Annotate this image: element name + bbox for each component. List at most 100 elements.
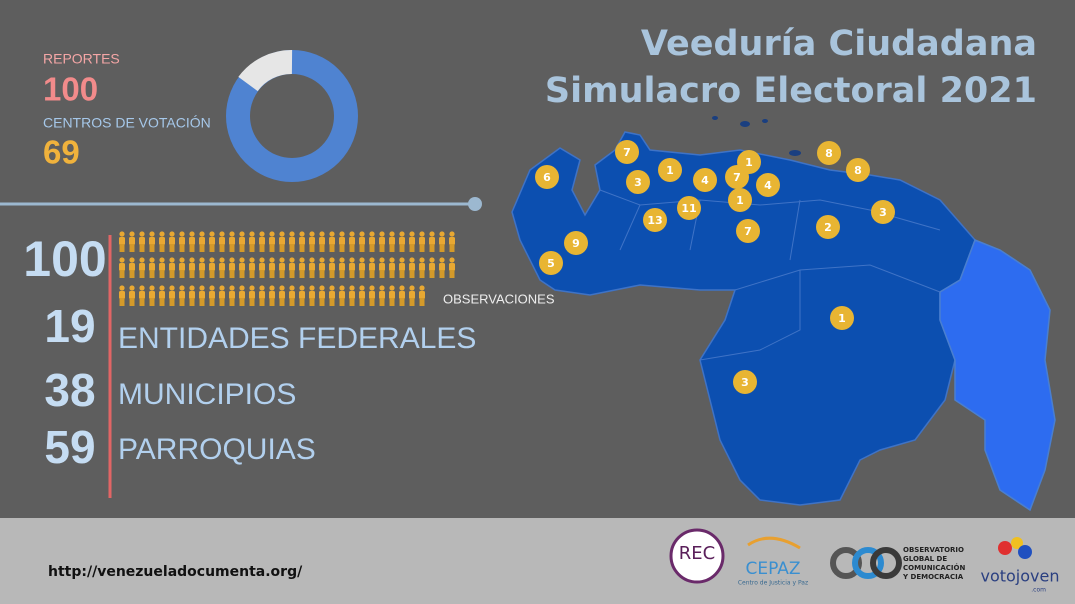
map-marker <box>817 141 841 165</box>
person-head <box>199 257 205 263</box>
person-body <box>319 263 325 271</box>
person-legs <box>439 270 445 278</box>
person-body <box>389 291 395 299</box>
map-marker-label: 11 <box>681 202 696 215</box>
person-body <box>229 263 235 271</box>
person-icon <box>319 285 325 306</box>
person-icon <box>359 231 365 252</box>
person-legs <box>189 244 195 252</box>
person-body <box>439 237 445 245</box>
person-head <box>339 285 345 291</box>
person-head <box>399 257 405 263</box>
person-head <box>329 257 335 263</box>
person-legs <box>319 270 325 278</box>
person-body <box>439 263 445 271</box>
person-icon <box>339 285 345 306</box>
person-legs <box>189 298 195 306</box>
person-body <box>229 291 235 299</box>
person-body <box>399 237 405 245</box>
person-icon <box>299 285 305 306</box>
map-marker <box>733 370 757 394</box>
person-head <box>329 285 335 291</box>
logo-text: votojoven <box>980 567 1059 586</box>
person-head <box>269 285 275 291</box>
person-icon <box>129 257 135 278</box>
person-head <box>389 231 395 237</box>
person-legs <box>249 270 255 278</box>
person-legs <box>279 244 285 252</box>
map-marker-label: 7 <box>623 146 631 159</box>
person-head <box>259 231 265 237</box>
person-body <box>149 237 155 245</box>
person-legs <box>429 244 435 252</box>
person-legs <box>409 270 415 278</box>
person-legs <box>419 244 425 252</box>
person-icon <box>349 231 355 252</box>
person-body <box>209 291 215 299</box>
person-legs <box>179 244 185 252</box>
person-legs <box>169 270 175 278</box>
url: http://venezueladocumenta.org/ <box>48 564 303 580</box>
person-legs <box>299 298 305 306</box>
person-body <box>119 263 125 271</box>
person-icon <box>329 285 335 306</box>
person-icon <box>289 231 295 252</box>
person-legs <box>229 270 235 278</box>
person-icon <box>369 285 375 306</box>
person-icon <box>189 285 195 306</box>
person-legs <box>139 298 145 306</box>
person-head <box>309 285 315 291</box>
map-marker <box>564 231 588 255</box>
person-legs <box>439 244 445 252</box>
map-marker <box>736 219 760 243</box>
person-legs <box>279 298 285 306</box>
person-head <box>429 231 435 237</box>
map-marker-label: 7 <box>744 225 752 238</box>
person-legs <box>299 270 305 278</box>
person-body <box>309 237 315 245</box>
person-body <box>429 237 435 245</box>
person-icon <box>339 231 345 252</box>
person-icon <box>139 257 145 278</box>
person-head <box>359 231 365 237</box>
person-head <box>129 231 135 237</box>
person-head <box>279 257 285 263</box>
person-icon <box>179 285 185 306</box>
person-body <box>429 263 435 271</box>
person-head <box>159 231 165 237</box>
map-marker-label: 13 <box>647 214 662 227</box>
person-icon <box>189 257 195 278</box>
person-body <box>139 291 145 299</box>
person-legs <box>299 244 305 252</box>
person-head <box>379 285 385 291</box>
person-icon <box>249 231 255 252</box>
stat-label: OBSERVACIONES <box>443 291 555 306</box>
person-head <box>429 257 435 263</box>
logo-text: Y DEMOCRACIA <box>902 573 964 581</box>
person-head <box>179 231 185 237</box>
person-body <box>449 237 455 245</box>
person-icon <box>119 257 125 278</box>
title: Simulacro Electoral 2021 <box>545 71 1037 111</box>
person-legs <box>369 244 375 252</box>
donut-rest <box>238 50 293 92</box>
person-legs <box>389 244 395 252</box>
map-marker <box>693 168 717 192</box>
person-head <box>209 231 215 237</box>
person-icon <box>379 231 385 252</box>
person-head <box>169 285 175 291</box>
person-head <box>349 285 355 291</box>
person-icon <box>249 257 255 278</box>
person-icon <box>369 231 375 252</box>
logo-ogd <box>830 547 902 579</box>
person-icon <box>249 285 255 306</box>
person-head <box>269 231 275 237</box>
stat-label: ENTIDADES FEDERALES <box>118 322 476 355</box>
person-legs <box>239 270 245 278</box>
person-icon <box>269 285 275 306</box>
map-marker-label: 1 <box>838 312 846 325</box>
map-marker-label: 3 <box>741 376 749 389</box>
person-legs <box>369 298 375 306</box>
person-head <box>449 257 455 263</box>
